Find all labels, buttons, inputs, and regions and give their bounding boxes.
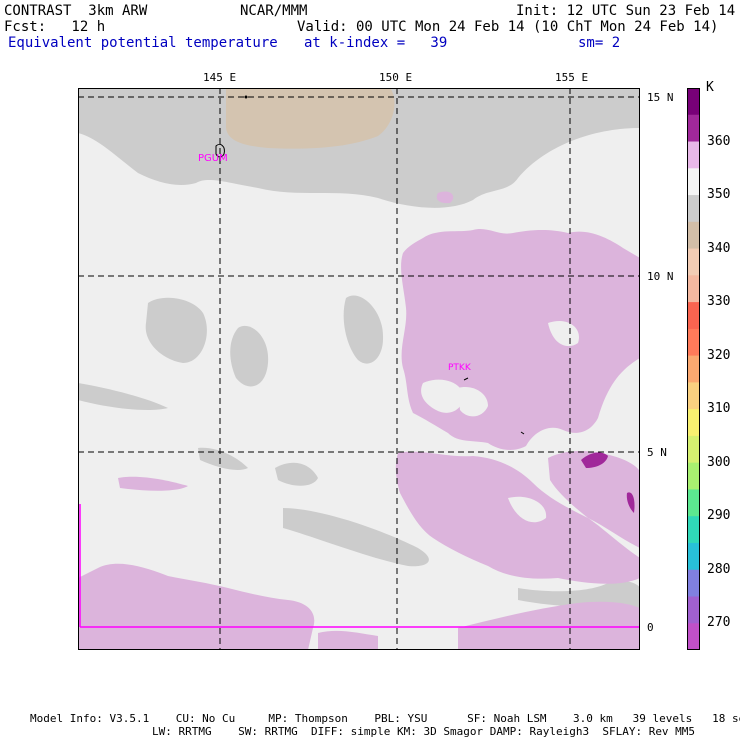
domain-boundary xyxy=(79,504,640,628)
lat-label-5n: 5 N xyxy=(647,446,667,459)
colorbar-swatch xyxy=(687,623,700,650)
colorbar-label: 280 xyxy=(707,561,731,577)
station-ptkk: PTKK xyxy=(448,363,472,373)
colorbar-swatch xyxy=(687,409,700,437)
colorbar-label: 350 xyxy=(707,187,731,202)
holes xyxy=(421,320,579,523)
colorbar-swatch xyxy=(687,195,700,223)
colorbar-swatch xyxy=(687,355,700,383)
colorbar-label: 340 xyxy=(707,240,731,256)
valid-time: Valid: 00 UTC Mon 24 Feb 14 (10 ChT Mon … xyxy=(297,19,719,35)
theta-e-map: PGUM PTKK xyxy=(78,88,640,650)
model-info-line2: LW: RRTMG SW: RRTMG DIFF: simple KM: 3D … xyxy=(152,725,696,738)
lon-label-145: 145 E xyxy=(203,71,237,84)
colorbar-label: 320 xyxy=(707,347,731,363)
gray-contours xyxy=(78,88,640,608)
colorbar-label: 290 xyxy=(707,508,731,524)
forecast-hour: Fcst: 12 h xyxy=(4,19,106,35)
colorbar-label: 300 xyxy=(707,454,731,470)
model-title: CONTRAST 3km ARW xyxy=(4,3,148,19)
colorbar-label: 360 xyxy=(707,133,731,149)
colorbar-swatch xyxy=(687,516,700,544)
colorbar-swatch xyxy=(687,462,700,490)
map-frame xyxy=(78,88,640,650)
colorbar-swatch xyxy=(687,302,700,330)
lon-label-155: 155 E xyxy=(555,71,589,84)
colorbar-frame xyxy=(687,88,700,650)
colorbar-unit: K xyxy=(706,80,714,95)
colorbar-swatch xyxy=(687,489,700,517)
colorbar-swatch xyxy=(687,435,700,464)
colorbar-swatch xyxy=(687,569,700,597)
init-time: Init: 12 UTC Sun 23 Feb 14 xyxy=(516,3,736,19)
purple-contours xyxy=(581,452,635,513)
lat-label-10n: 10 N xyxy=(647,270,674,283)
organization: NCAR/MMM xyxy=(240,3,308,19)
colorbar-label: 330 xyxy=(707,294,731,310)
model-info-line1: Model Info: V3.5.1 CU: No Cu MP: Thompso… xyxy=(30,712,740,725)
colorbar-swatch xyxy=(687,328,700,357)
colorbar-swatch xyxy=(687,248,700,276)
chuuk-coastline xyxy=(463,377,469,381)
lon-label-150: 150 E xyxy=(379,71,413,84)
field-name: Equivalent potential temperature xyxy=(8,35,278,51)
smoothing-info: sm= 2 xyxy=(578,35,621,51)
colorbar-swatch xyxy=(687,221,700,250)
colorbar-swatch xyxy=(687,596,700,624)
colorbar-swatch xyxy=(687,114,700,143)
colorbar-label: 310 xyxy=(707,401,731,417)
level-info: at k-index = 39 xyxy=(304,35,448,51)
lat-lon-grid xyxy=(78,88,640,650)
colorbar-swatch xyxy=(687,168,700,196)
station-pgum: PGUM xyxy=(198,153,228,164)
colorbar-label: 270 xyxy=(707,615,731,631)
lat-label-15n: 15 N xyxy=(647,91,674,104)
tan-contour xyxy=(226,88,395,149)
colorbar-swatch xyxy=(687,141,700,169)
colorbar-swatch xyxy=(687,542,700,571)
island-coastline xyxy=(520,431,525,435)
lat-label-0: 0 xyxy=(647,621,654,634)
colorbar-swatch xyxy=(687,382,700,410)
guam-coastline xyxy=(215,143,225,158)
colorbar-swatch xyxy=(687,88,700,116)
colorbar xyxy=(687,88,700,650)
island-dot xyxy=(244,95,248,99)
colorbar-swatch xyxy=(687,275,700,303)
